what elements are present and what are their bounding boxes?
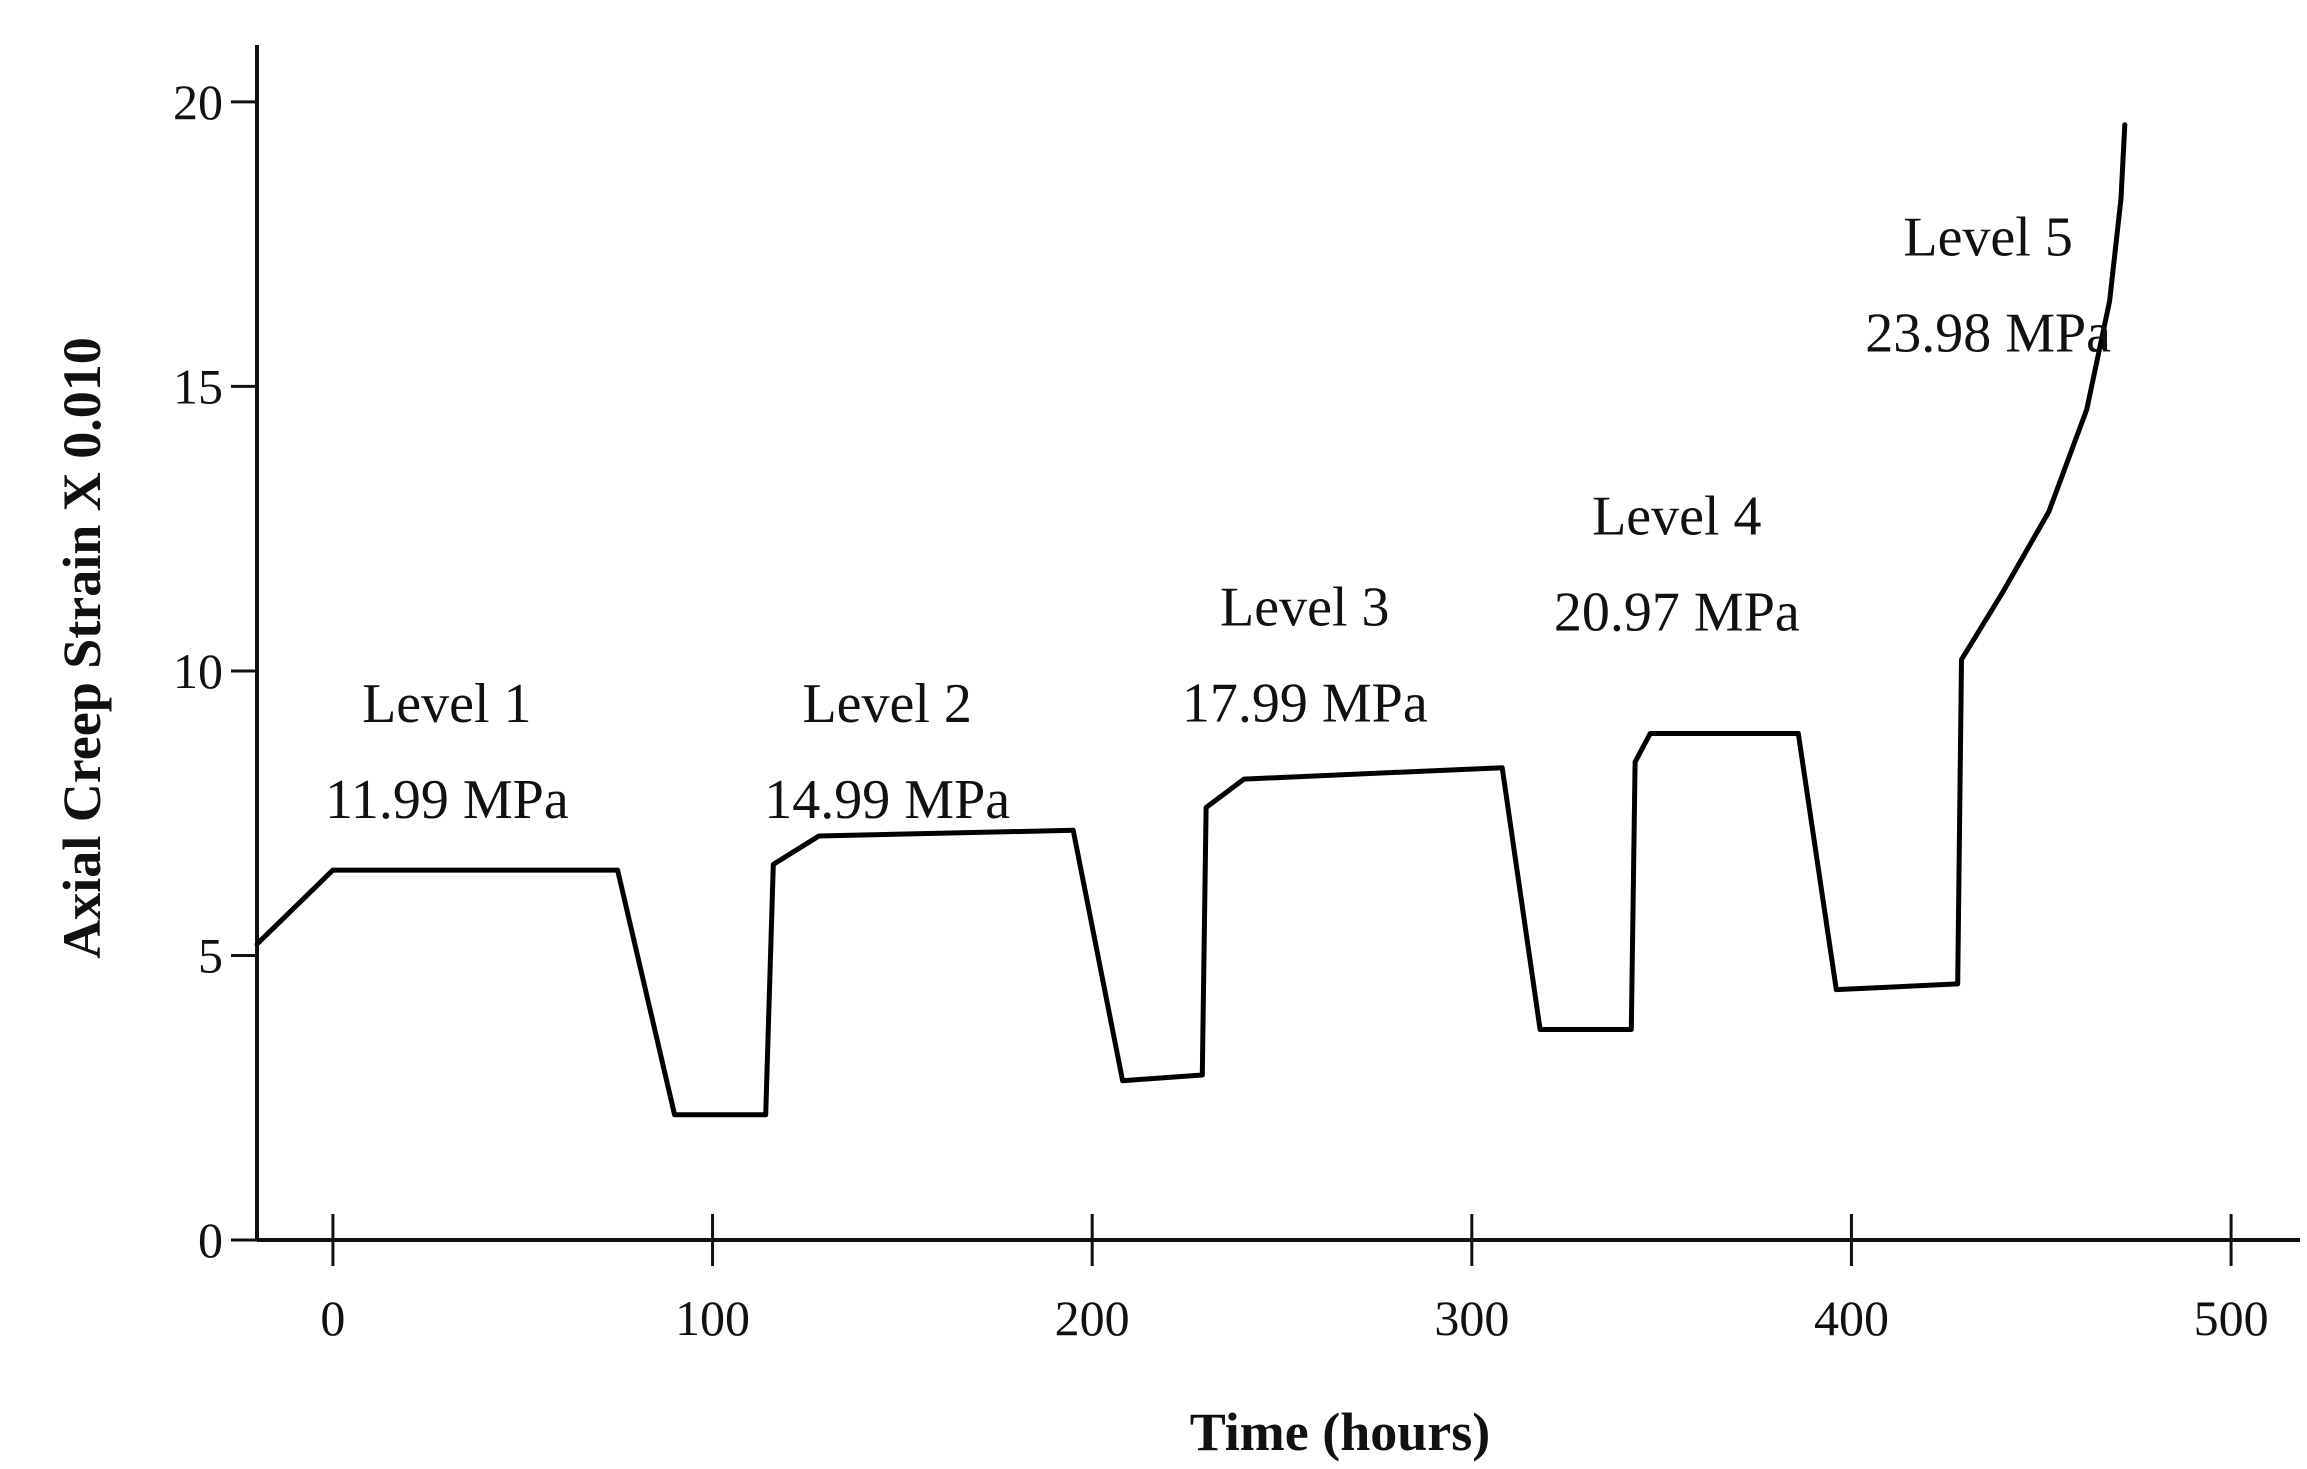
level-annotation: Level 3 17.99 MPa — [1182, 576, 1428, 734]
x-tick-label: 200 — [1055, 1290, 1130, 1346]
level-name: Level 3 — [1220, 576, 1389, 638]
x-tick-label: 400 — [1814, 1290, 1889, 1346]
y-tick-label: 15 — [173, 358, 223, 414]
x-tick-label: 500 — [2194, 1290, 2269, 1346]
level-annotation: Level 1 11.99 MPa — [325, 673, 569, 831]
level-annotations: Level 1 11.99 MPa Level 2 14.99 MPa Level 3 1… — [325, 207, 2111, 832]
creep-strain-line — [254, 122, 2128, 1118]
x-tick-label: 0 — [320, 1290, 345, 1346]
y-axis-ticks: 0 5 10 15 20 — [173, 74, 257, 1268]
level-stress: 20.97 MPa — [1554, 581, 1800, 643]
x-tick-label: 100 — [675, 1290, 750, 1346]
x-tick-label: 300 — [1434, 1290, 1509, 1346]
y-axis-title: Axial Creep Strain X 0.010 — [52, 337, 112, 958]
level-annotation: Level 4 20.97 MPa — [1554, 485, 1800, 643]
level-annotation: Level 2 14.99 MPa — [764, 673, 1010, 831]
level-name: Level 4 — [1592, 485, 1761, 547]
x-axis-title: Time (hours) — [1190, 1402, 1491, 1462]
series — [254, 122, 2128, 1118]
y-tick-label: 10 — [173, 643, 223, 699]
level-annotation: Level 5 23.98 MPa — [1865, 207, 2111, 365]
y-tick-label: 5 — [198, 927, 223, 983]
level-stress: 11.99 MPa — [325, 769, 569, 831]
level-stress: 17.99 MPa — [1182, 672, 1428, 734]
y-tick-label: 0 — [198, 1212, 223, 1268]
level-stress: 23.98 MPa — [1865, 303, 2111, 365]
y-tick-label: 20 — [173, 74, 223, 130]
level-name: Level 1 — [362, 673, 531, 735]
level-name: Level 5 — [1903, 207, 2072, 269]
level-stress: 14.99 MPa — [764, 769, 1010, 831]
axes — [255, 45, 2300, 1242]
x-axis-ticks: 0 100 200 300 400 500 — [320, 1214, 2269, 1346]
level-name: Level 2 — [802, 673, 971, 735]
